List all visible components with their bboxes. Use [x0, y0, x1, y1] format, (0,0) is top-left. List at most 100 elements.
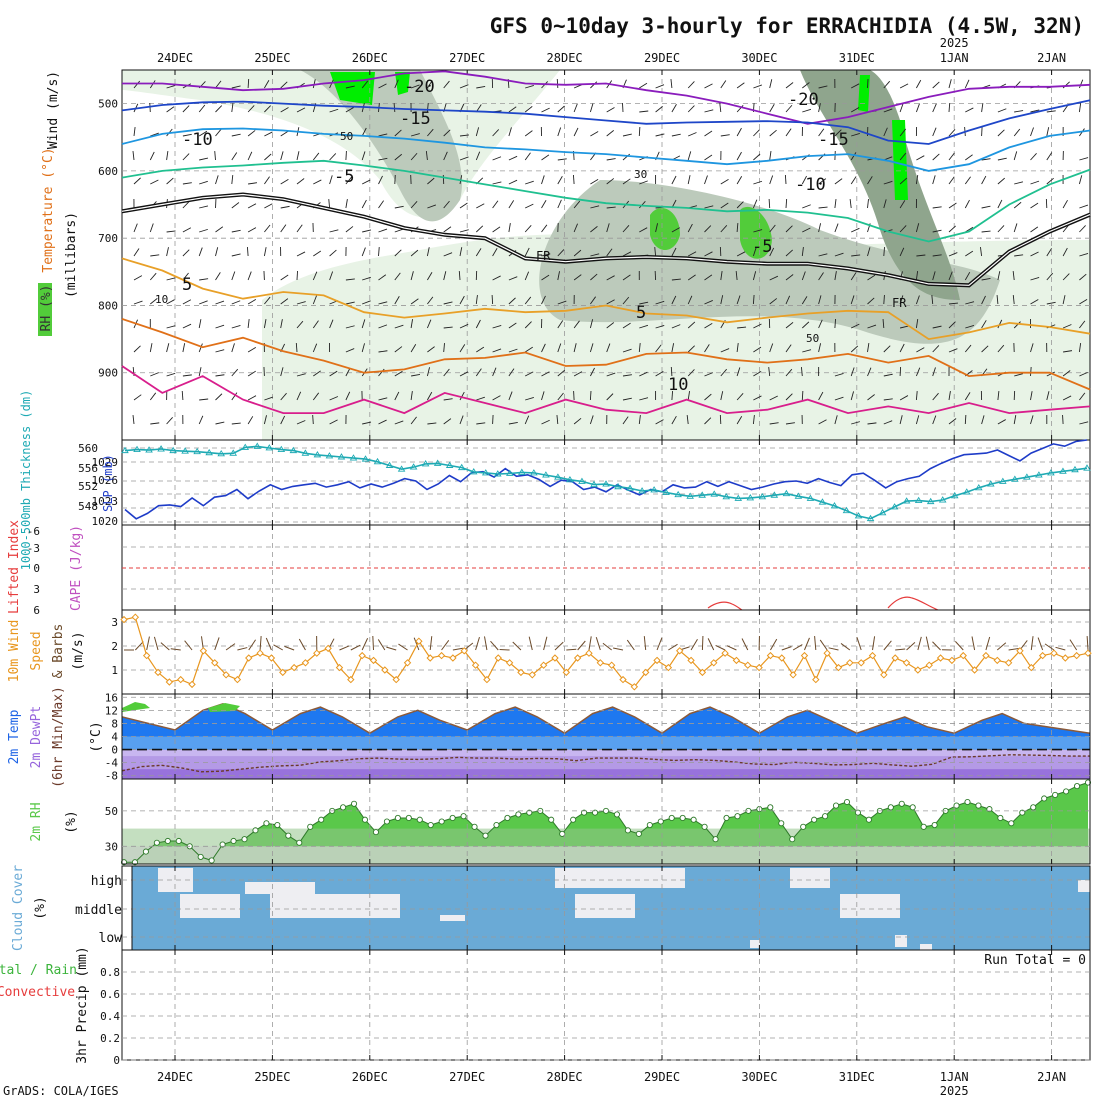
- wind-barb: [573, 249, 582, 257]
- wind-barb: [166, 106, 175, 113]
- wind-barb: [850, 272, 857, 281]
- wind-barb-10m: [741, 638, 749, 651]
- wind-tick: 3: [111, 616, 118, 629]
- wind-barb: [573, 320, 580, 329]
- rh-marker: [843, 798, 851, 806]
- wind-barb: [573, 127, 579, 137]
- wind-barb: [867, 343, 870, 353]
- thickness-slp-panel: 548 552 556 560 1020 1023 1026 1029 1000-500mb T…: [19, 390, 1091, 570]
- wind-barb: [394, 153, 403, 161]
- wind-barb: [378, 274, 387, 281]
- wind-barb: [329, 271, 334, 281]
- wind-barb: [1079, 252, 1089, 257]
- wind-barb: [215, 272, 221, 281]
- wind-barb: [800, 366, 803, 377]
- wind-barb: [997, 157, 1007, 161]
- wind-barb-10m: [770, 638, 778, 651]
- wind-barb: [655, 84, 665, 89]
- wind-barb: [476, 422, 486, 425]
- wind-barb: [882, 318, 885, 329]
- rh-marker: [307, 823, 314, 830]
- wind-speed-marker: [891, 654, 899, 662]
- wind-barb-10m: [490, 640, 499, 651]
- thickness-marker: [289, 446, 298, 454]
- wind-barb: [182, 343, 186, 353]
- wind-barb: [280, 107, 289, 113]
- wind-barb: [411, 373, 421, 377]
- rh-tick: 30: [105, 840, 118, 853]
- wind-barb: [606, 393, 614, 401]
- wind-barb: [524, 106, 533, 113]
- dewpt-band-dark: [122, 769, 1090, 779]
- wind-barb: [425, 151, 428, 161]
- wind-barb: [883, 199, 887, 209]
- rh-marker: [274, 821, 281, 829]
- wind-barb: [541, 295, 546, 305]
- wind-barb: [720, 391, 724, 401]
- wind-barb: [573, 223, 578, 233]
- rh-marker: [394, 814, 401, 822]
- wind-barb: [199, 278, 209, 281]
- wind-barb-10m: [925, 636, 930, 651]
- wind-barb: [704, 393, 712, 401]
- date-label-bottom: 24DEC: [157, 1070, 193, 1084]
- wind-barb: [769, 275, 779, 281]
- wind-barb: [736, 201, 744, 209]
- wind-barb: [849, 199, 852, 209]
- wind-barb: [459, 391, 465, 401]
- wind-barb: [508, 348, 518, 353]
- wind-speed-line: [123, 616, 1089, 688]
- wind-barb: [247, 227, 257, 233]
- wind-barb: [769, 422, 779, 425]
- thickness-marker: [157, 445, 165, 452]
- rh-marker: [701, 823, 708, 830]
- date-label-bottom: 26DEC: [352, 1070, 388, 1084]
- wind-barb-10m: [985, 636, 991, 651]
- wind-barb: [132, 415, 135, 425]
- wind-barb: [720, 225, 728, 233]
- wind-barb: [508, 297, 516, 305]
- thickness-marker: [626, 484, 634, 491]
- thickness-line: [124, 445, 1088, 520]
- wind-barb: [312, 414, 314, 425]
- wind-barb: [687, 105, 695, 113]
- thickness-marker: [1059, 467, 1067, 474]
- wind-speed-marker: [812, 675, 820, 684]
- wind-barb: [932, 325, 942, 329]
- temp-tick: 8: [111, 717, 118, 730]
- wind-barb: [410, 152, 418, 161]
- wind-barb: [541, 343, 546, 353]
- wind-barb: [1012, 271, 1015, 281]
- cloud-patch: [270, 894, 400, 918]
- wind-barb: [378, 419, 387, 425]
- wind-barb: [1062, 247, 1068, 257]
- wind-speed-marker: [1038, 651, 1047, 660]
- wind-barb-10m: [265, 637, 272, 651]
- rh-2m-panel: 30 50 2m RH (%): [29, 778, 1092, 866]
- wind-barb: [215, 105, 223, 113]
- wind-barb: [932, 127, 937, 137]
- wind-barb: [1013, 201, 1022, 209]
- wind-barb: [671, 278, 681, 281]
- wind-barb: [899, 128, 907, 137]
- thickness-marker: [265, 444, 274, 451]
- thickness-marker: [638, 487, 646, 494]
- wind-barb-10m: [429, 636, 433, 651]
- slp-tick: 1026: [92, 474, 119, 487]
- wind-barb: [818, 128, 825, 137]
- thickness-marker: [506, 469, 514, 476]
- wind-barb: [671, 133, 681, 137]
- wind-barb: [329, 370, 338, 377]
- lifted-trace: [887, 596, 939, 611]
- contour-label-neg5: -5: [334, 167, 354, 187]
- wind-barb: [524, 296, 532, 305]
- wind-barb: [198, 343, 203, 353]
- wind-barb: [867, 78, 869, 89]
- wind-barb: [1079, 273, 1087, 281]
- wind-barb: [459, 202, 468, 209]
- rh-marker: [778, 820, 785, 827]
- rh-axis-label: 2m RH: [29, 802, 44, 841]
- wind-barb: [606, 322, 615, 329]
- precip-tick: 0: [113, 1054, 120, 1067]
